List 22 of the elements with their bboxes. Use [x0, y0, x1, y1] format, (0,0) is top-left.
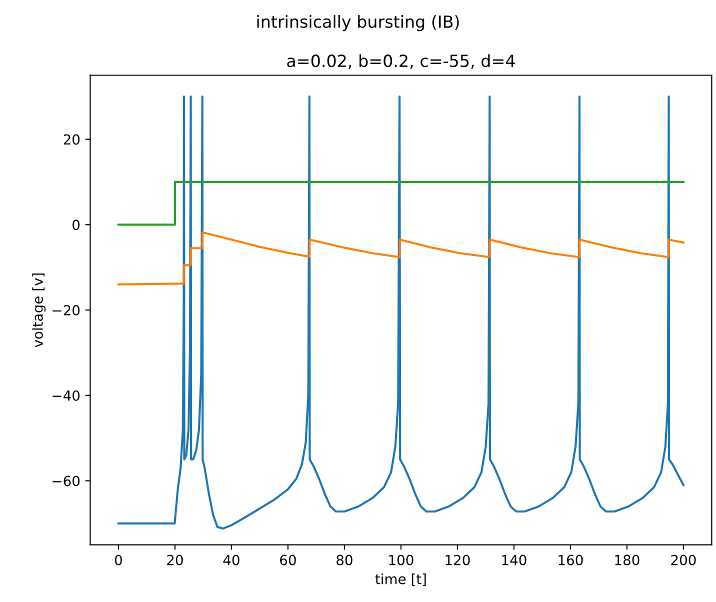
- line-series: [117, 231, 684, 286]
- y-tick-label: −40: [52, 390, 80, 401]
- x-tick-label: 200: [671, 554, 696, 566]
- x-tick-label: 140: [502, 554, 526, 566]
- y-tick-label: 0: [72, 220, 80, 230]
- y-tick-label: −60: [52, 476, 80, 486]
- x-axis-title: time [t]: [375, 574, 426, 586]
- chart-title: intrinsically bursting (IB): [257, 15, 459, 32]
- x-tick-label: 80: [336, 554, 352, 566]
- x-tick-label: 120: [446, 554, 470, 566]
- y-tick-label: 20: [64, 134, 80, 145]
- line-series: [117, 96, 684, 530]
- x-tick-label: 180: [615, 554, 640, 566]
- y-axis-title: voltage [v]: [32, 274, 46, 348]
- x-tick-label: 40: [223, 554, 240, 566]
- y-tick-label: −20: [52, 305, 80, 316]
- chart-subtitle: a=0.02, b=0.2, c=-55, d=4: [287, 54, 515, 69]
- x-tick-label: 0: [114, 554, 122, 566]
- x-tick-label: 100: [389, 554, 414, 566]
- x-tick-label: 60: [280, 554, 296, 566]
- x-tick-label: 160: [558, 554, 583, 566]
- x-tick-label: 20: [167, 554, 183, 566]
